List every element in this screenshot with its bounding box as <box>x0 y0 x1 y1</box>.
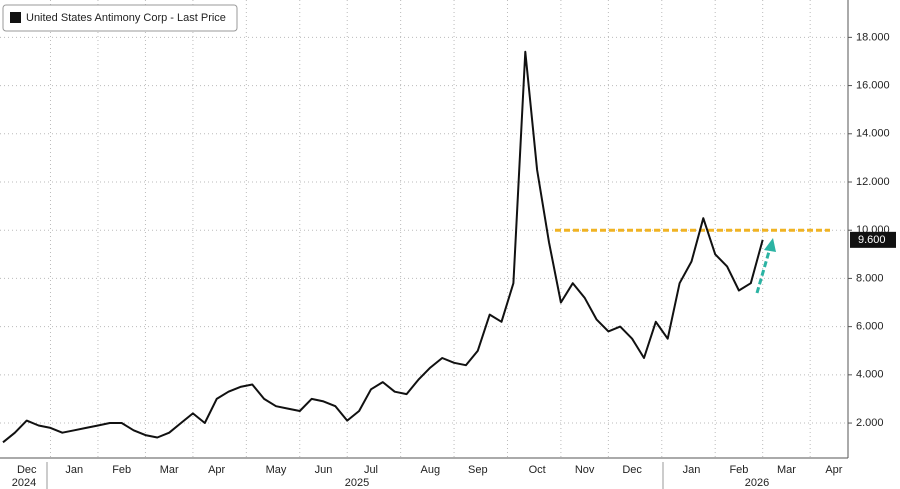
x-tick-label: Aug <box>421 464 441 476</box>
x-tick-label: Feb <box>112 464 131 476</box>
x-tick-label: Apr <box>825 464 842 476</box>
trend-arrow <box>755 238 776 294</box>
x-tick-label: Dec <box>622 464 642 476</box>
x-tick-label: Jan <box>683 464 701 476</box>
year-label: 2025 <box>345 477 369 489</box>
x-tick-label: Mar <box>160 464 179 476</box>
x-tick-label: May <box>266 464 287 476</box>
y-tick-label: 18.000 <box>856 31 890 43</box>
x-tick-label: Dec <box>17 464 37 476</box>
y-tick-label: 4.000 <box>856 369 884 381</box>
year-label: 2024 <box>12 477 36 489</box>
legend <box>2 4 238 32</box>
x-tick-label: Jan <box>65 464 83 476</box>
x-tick-label: Mar <box>777 464 796 476</box>
y-tick-label: 2.000 <box>856 417 884 429</box>
x-tick-label: Sep <box>468 464 488 476</box>
x-tick-label: Jul <box>364 464 378 476</box>
x-tick-label: Jun <box>315 464 333 476</box>
x-tick-label: Apr <box>208 464 225 476</box>
y-tick-label: 6.000 <box>856 321 884 333</box>
legend-swatch <box>10 12 21 23</box>
x-tick-label: Nov <box>575 464 595 476</box>
last-price-label: 9.600 <box>858 234 886 246</box>
y-tick-label: 12.000 <box>856 176 890 188</box>
arrow-head <box>764 238 776 252</box>
last-price-box <box>850 231 896 248</box>
y-tick-label: 16.000 <box>856 79 890 91</box>
year-label: 2026 <box>745 477 769 489</box>
price-line <box>2 50 764 444</box>
legend-label: United States Antimony Corp - Last Price <box>26 12 226 24</box>
y-tick-label: 14.000 <box>856 128 890 140</box>
arrow-shaft <box>755 247 772 294</box>
x-tick-label: Oct <box>529 464 546 476</box>
y-tick-label: 8.000 <box>856 272 884 284</box>
plot <box>0 0 848 458</box>
x-tick-label: Feb <box>729 464 748 476</box>
